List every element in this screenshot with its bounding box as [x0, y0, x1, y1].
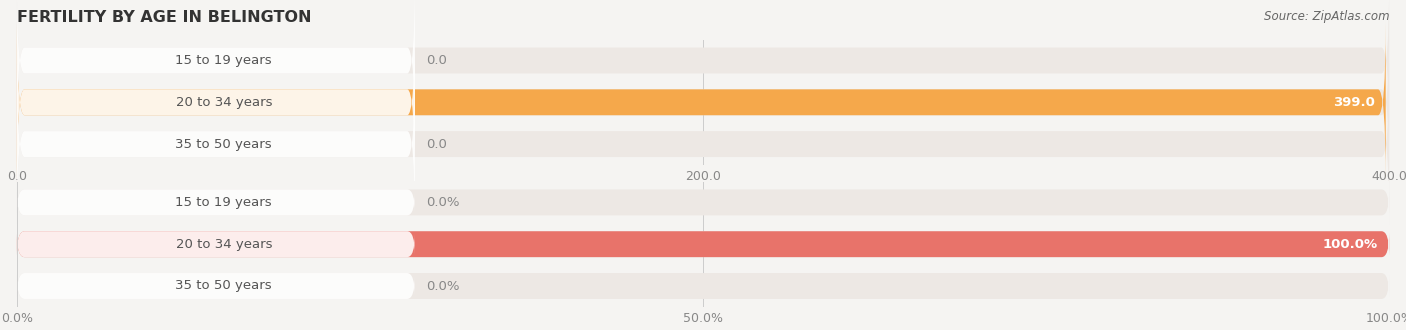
FancyBboxPatch shape: [17, 22, 415, 182]
Text: 100.0%: 100.0%: [1323, 238, 1378, 251]
FancyBboxPatch shape: [17, 22, 1386, 182]
FancyBboxPatch shape: [17, 231, 415, 257]
FancyBboxPatch shape: [17, 22, 1389, 182]
FancyBboxPatch shape: [17, 231, 1389, 257]
Text: 15 to 19 years: 15 to 19 years: [176, 196, 273, 209]
Text: 15 to 19 years: 15 to 19 years: [176, 54, 273, 67]
FancyBboxPatch shape: [17, 189, 1389, 215]
Text: 20 to 34 years: 20 to 34 years: [176, 96, 271, 109]
Text: 35 to 50 years: 35 to 50 years: [176, 280, 273, 292]
Text: 0.0: 0.0: [426, 138, 447, 150]
FancyBboxPatch shape: [17, 231, 1389, 257]
Text: 0.0%: 0.0%: [426, 196, 460, 209]
FancyBboxPatch shape: [17, 189, 415, 215]
FancyBboxPatch shape: [17, 273, 415, 299]
FancyBboxPatch shape: [17, 273, 1389, 299]
Text: Source: ZipAtlas.com: Source: ZipAtlas.com: [1264, 10, 1389, 23]
FancyBboxPatch shape: [17, 0, 1389, 141]
Text: 0.0: 0.0: [426, 54, 447, 67]
Text: 0.0%: 0.0%: [426, 280, 460, 292]
Text: 35 to 50 years: 35 to 50 years: [176, 138, 273, 150]
Text: FERTILITY BY AGE IN BELINGTON: FERTILITY BY AGE IN BELINGTON: [17, 10, 311, 25]
FancyBboxPatch shape: [17, 64, 415, 224]
FancyBboxPatch shape: [17, 0, 415, 141]
FancyBboxPatch shape: [17, 64, 1389, 224]
Text: 20 to 34 years: 20 to 34 years: [176, 238, 271, 251]
Text: 399.0: 399.0: [1333, 96, 1375, 109]
